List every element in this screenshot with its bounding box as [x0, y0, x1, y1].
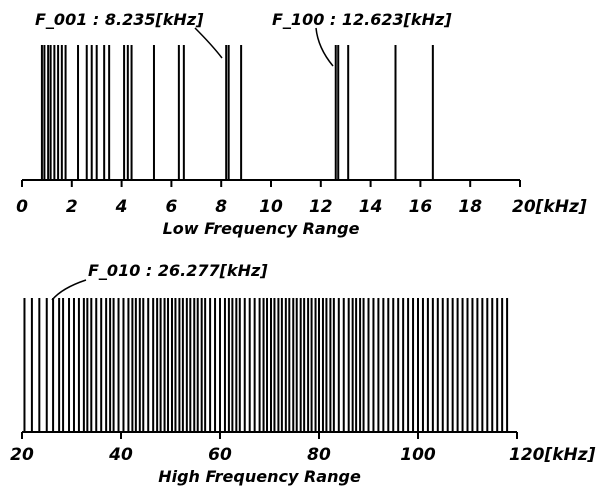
x-tick-label: 16 — [409, 197, 433, 217]
low-frequency-panel: 0 2 4 6 8 10 12 14 16 18 20[kHz] Low Frequency Rang… — [16, 10, 587, 238]
annotation-label: F_010 : 26.277[kHz] — [88, 261, 268, 280]
annotation-label: F_100 : 12.623[kHz] — [272, 10, 452, 29]
x-tick-label: 6 — [165, 197, 177, 217]
x-tick-label: 100 — [400, 445, 436, 465]
x-tick-label: 4 — [115, 197, 128, 217]
x-tick-label: 10 — [259, 197, 283, 217]
high-frequency-panel: 20 40 60 80 100 120[kHz] High Frequency Range F… — [10, 261, 596, 486]
x-tick-label: 8 — [215, 197, 227, 217]
x-tick-label: 60 — [208, 445, 232, 465]
x-tick-label: 18 — [458, 197, 482, 217]
x-tick-label: 2 — [66, 197, 78, 217]
x-tick-label: 40 — [108, 445, 133, 465]
x-tick-label: 14 — [359, 197, 383, 217]
x-tick-label: 120[kHz] — [509, 445, 596, 465]
x-tick-label: 12 — [309, 197, 333, 217]
x-tick-label: 0 — [16, 197, 28, 217]
annotation-label: F_001 : 8.235[kHz] — [35, 10, 204, 29]
annotation-leader — [195, 28, 222, 58]
annotation-leader — [52, 280, 86, 300]
x-axis-label: Low Frequency Range — [163, 219, 360, 238]
x-axis-label: High Frequency Range — [158, 467, 361, 486]
x-tick-label: 80 — [307, 445, 331, 465]
x-tick-label: 20 — [10, 445, 34, 465]
x-tick-label: 20[kHz] — [512, 197, 587, 217]
annotation-leader — [316, 28, 333, 66]
